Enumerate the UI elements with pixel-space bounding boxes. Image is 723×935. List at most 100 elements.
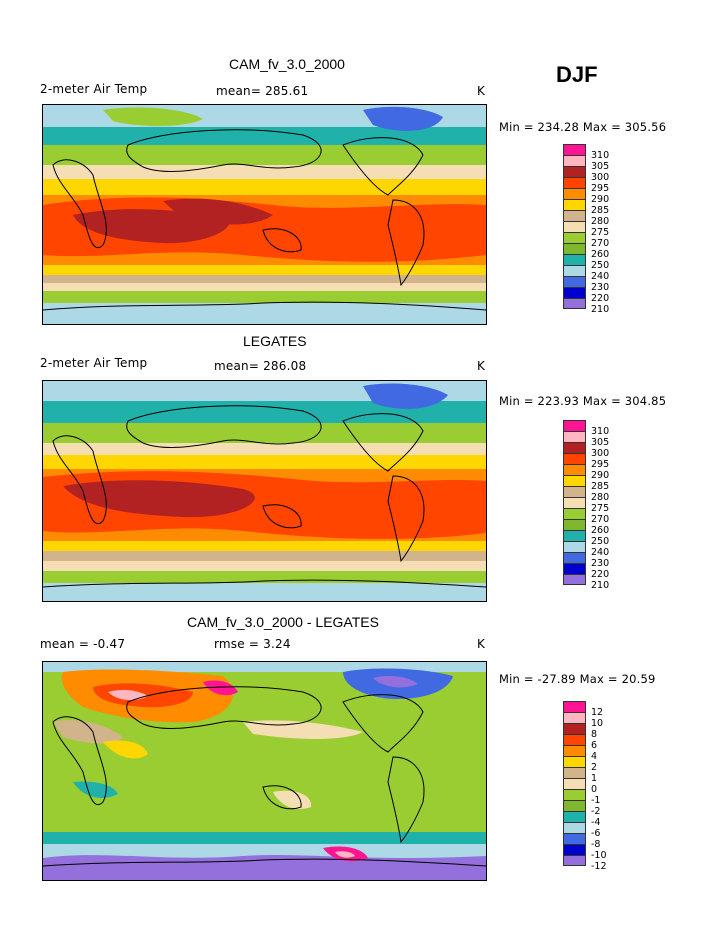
legend-label: -8 <box>591 839 601 850</box>
legend-swatch <box>563 232 586 243</box>
legend-label: 230 <box>591 282 610 293</box>
legend-swatch <box>563 800 586 811</box>
legend-swatch <box>563 508 586 519</box>
legend-label: 210 <box>591 304 610 315</box>
legend-swatch <box>563 464 586 475</box>
legend-label: 300 <box>591 172 610 183</box>
legend-swatch <box>563 789 586 800</box>
panel2-mean-label: mean= 286.08 <box>214 359 307 373</box>
legend-label: 280 <box>591 492 610 503</box>
legend-label: 310 <box>591 426 610 437</box>
panel1-minmax: Min = 234.28 Max = 305.56 <box>499 120 667 134</box>
legend-swatch <box>563 519 586 530</box>
legend-swatch <box>563 855 586 866</box>
legend-swatch <box>563 199 586 210</box>
legend-swatch <box>563 497 586 508</box>
legend-label: -4 <box>591 817 601 828</box>
legend-label: -10 <box>591 850 607 861</box>
legend-label: 12 <box>591 707 604 718</box>
legend-swatch <box>563 552 586 563</box>
legend-swatch <box>563 712 586 723</box>
legend-label: 305 <box>591 161 610 172</box>
panel1-units-label: K <box>477 84 486 98</box>
panel3-map-image <box>43 662 486 880</box>
legend-label: 220 <box>591 569 610 580</box>
legend-swatch <box>563 530 586 541</box>
legend-swatch <box>563 811 586 822</box>
panel2-title: LEGATES <box>243 333 307 349</box>
legend-label: 295 <box>591 459 610 470</box>
panel2-variable-label: 2-meter Air Temp <box>40 356 148 370</box>
legend-swatch <box>563 287 586 298</box>
legend-swatch <box>563 276 586 287</box>
legend-label: 300 <box>591 448 610 459</box>
legend-label: 240 <box>591 547 610 558</box>
legend-label: 8 <box>591 729 598 740</box>
panel3-mean-label: mean = -0.47 <box>40 637 126 651</box>
panel1-map <box>42 104 487 325</box>
legend-label: 260 <box>591 249 610 260</box>
legend-label: 285 <box>591 205 610 216</box>
legend-swatch <box>563 475 586 486</box>
legend-swatch <box>563 745 586 756</box>
legend-frame <box>563 420 586 585</box>
legend-swatch <box>563 833 586 844</box>
legend-label: 275 <box>591 503 610 514</box>
legend-label: 290 <box>591 194 610 205</box>
legend-label: 270 <box>591 514 610 525</box>
legend-swatch <box>563 431 586 442</box>
panel1-mean-label: mean= 285.61 <box>216 84 309 98</box>
legend-label: 295 <box>591 183 610 194</box>
legend-swatch <box>563 486 586 497</box>
legend-label: -6 <box>591 828 601 839</box>
legend-label: 220 <box>591 293 610 304</box>
legend-swatch <box>563 166 586 177</box>
panel1-map-image <box>43 105 486 324</box>
panel2-map <box>42 380 487 602</box>
panel2-units-label: K <box>477 359 486 373</box>
legend-label: 270 <box>591 238 610 249</box>
legend-swatch <box>563 254 586 265</box>
legend-label: 2 <box>591 762 598 773</box>
panel3-map <box>42 661 487 881</box>
legend-swatch <box>563 734 586 745</box>
legend-swatch <box>563 822 586 833</box>
legend-swatch <box>563 756 586 767</box>
panel3-units-label: K <box>477 637 486 651</box>
legend-frame <box>563 144 586 309</box>
season-label: DJF <box>556 62 598 87</box>
legend-swatch <box>563 188 586 199</box>
legend-label: 230 <box>591 558 610 569</box>
legend-label: -12 <box>591 861 607 872</box>
panel2-map-image <box>43 381 486 601</box>
legend-swatch <box>563 723 586 734</box>
legend-swatch <box>563 298 586 309</box>
legend-label: 1 <box>591 773 598 784</box>
legend-label: 6 <box>591 740 598 751</box>
legend-swatch <box>563 265 586 276</box>
legend-label: 250 <box>591 260 610 271</box>
legend-swatch <box>563 243 586 254</box>
legend-label: -2 <box>591 806 601 817</box>
panel2-minmax: Min = 223.93 Max = 304.85 <box>499 394 667 408</box>
panel1-title: CAM_fv_3.0_2000 <box>229 56 345 72</box>
legend-label: 285 <box>591 481 610 492</box>
legend-label: -1 <box>591 795 601 806</box>
legend-swatch <box>563 177 586 188</box>
legend-swatch <box>563 574 586 585</box>
legend-label: 290 <box>591 470 610 481</box>
panel3-title: CAM_fv_3.0_2000 - LEGATES <box>187 614 379 630</box>
panel3-rmse-label: rmse = 3.24 <box>214 637 291 651</box>
legend-label: 280 <box>591 216 610 227</box>
legend-label: 310 <box>591 150 610 161</box>
legend-label: 10 <box>591 718 604 729</box>
legend-swatch <box>563 221 586 232</box>
legend-swatch <box>563 563 586 574</box>
panel3-minmax: Min = -27.89 Max = 20.59 <box>499 672 656 686</box>
legend-frame <box>563 701 586 866</box>
legend-swatch <box>563 778 586 789</box>
legend-label: 0 <box>591 784 598 795</box>
legend-label: 210 <box>591 580 610 591</box>
legend-swatch <box>563 442 586 453</box>
legend-label: 305 <box>591 437 610 448</box>
